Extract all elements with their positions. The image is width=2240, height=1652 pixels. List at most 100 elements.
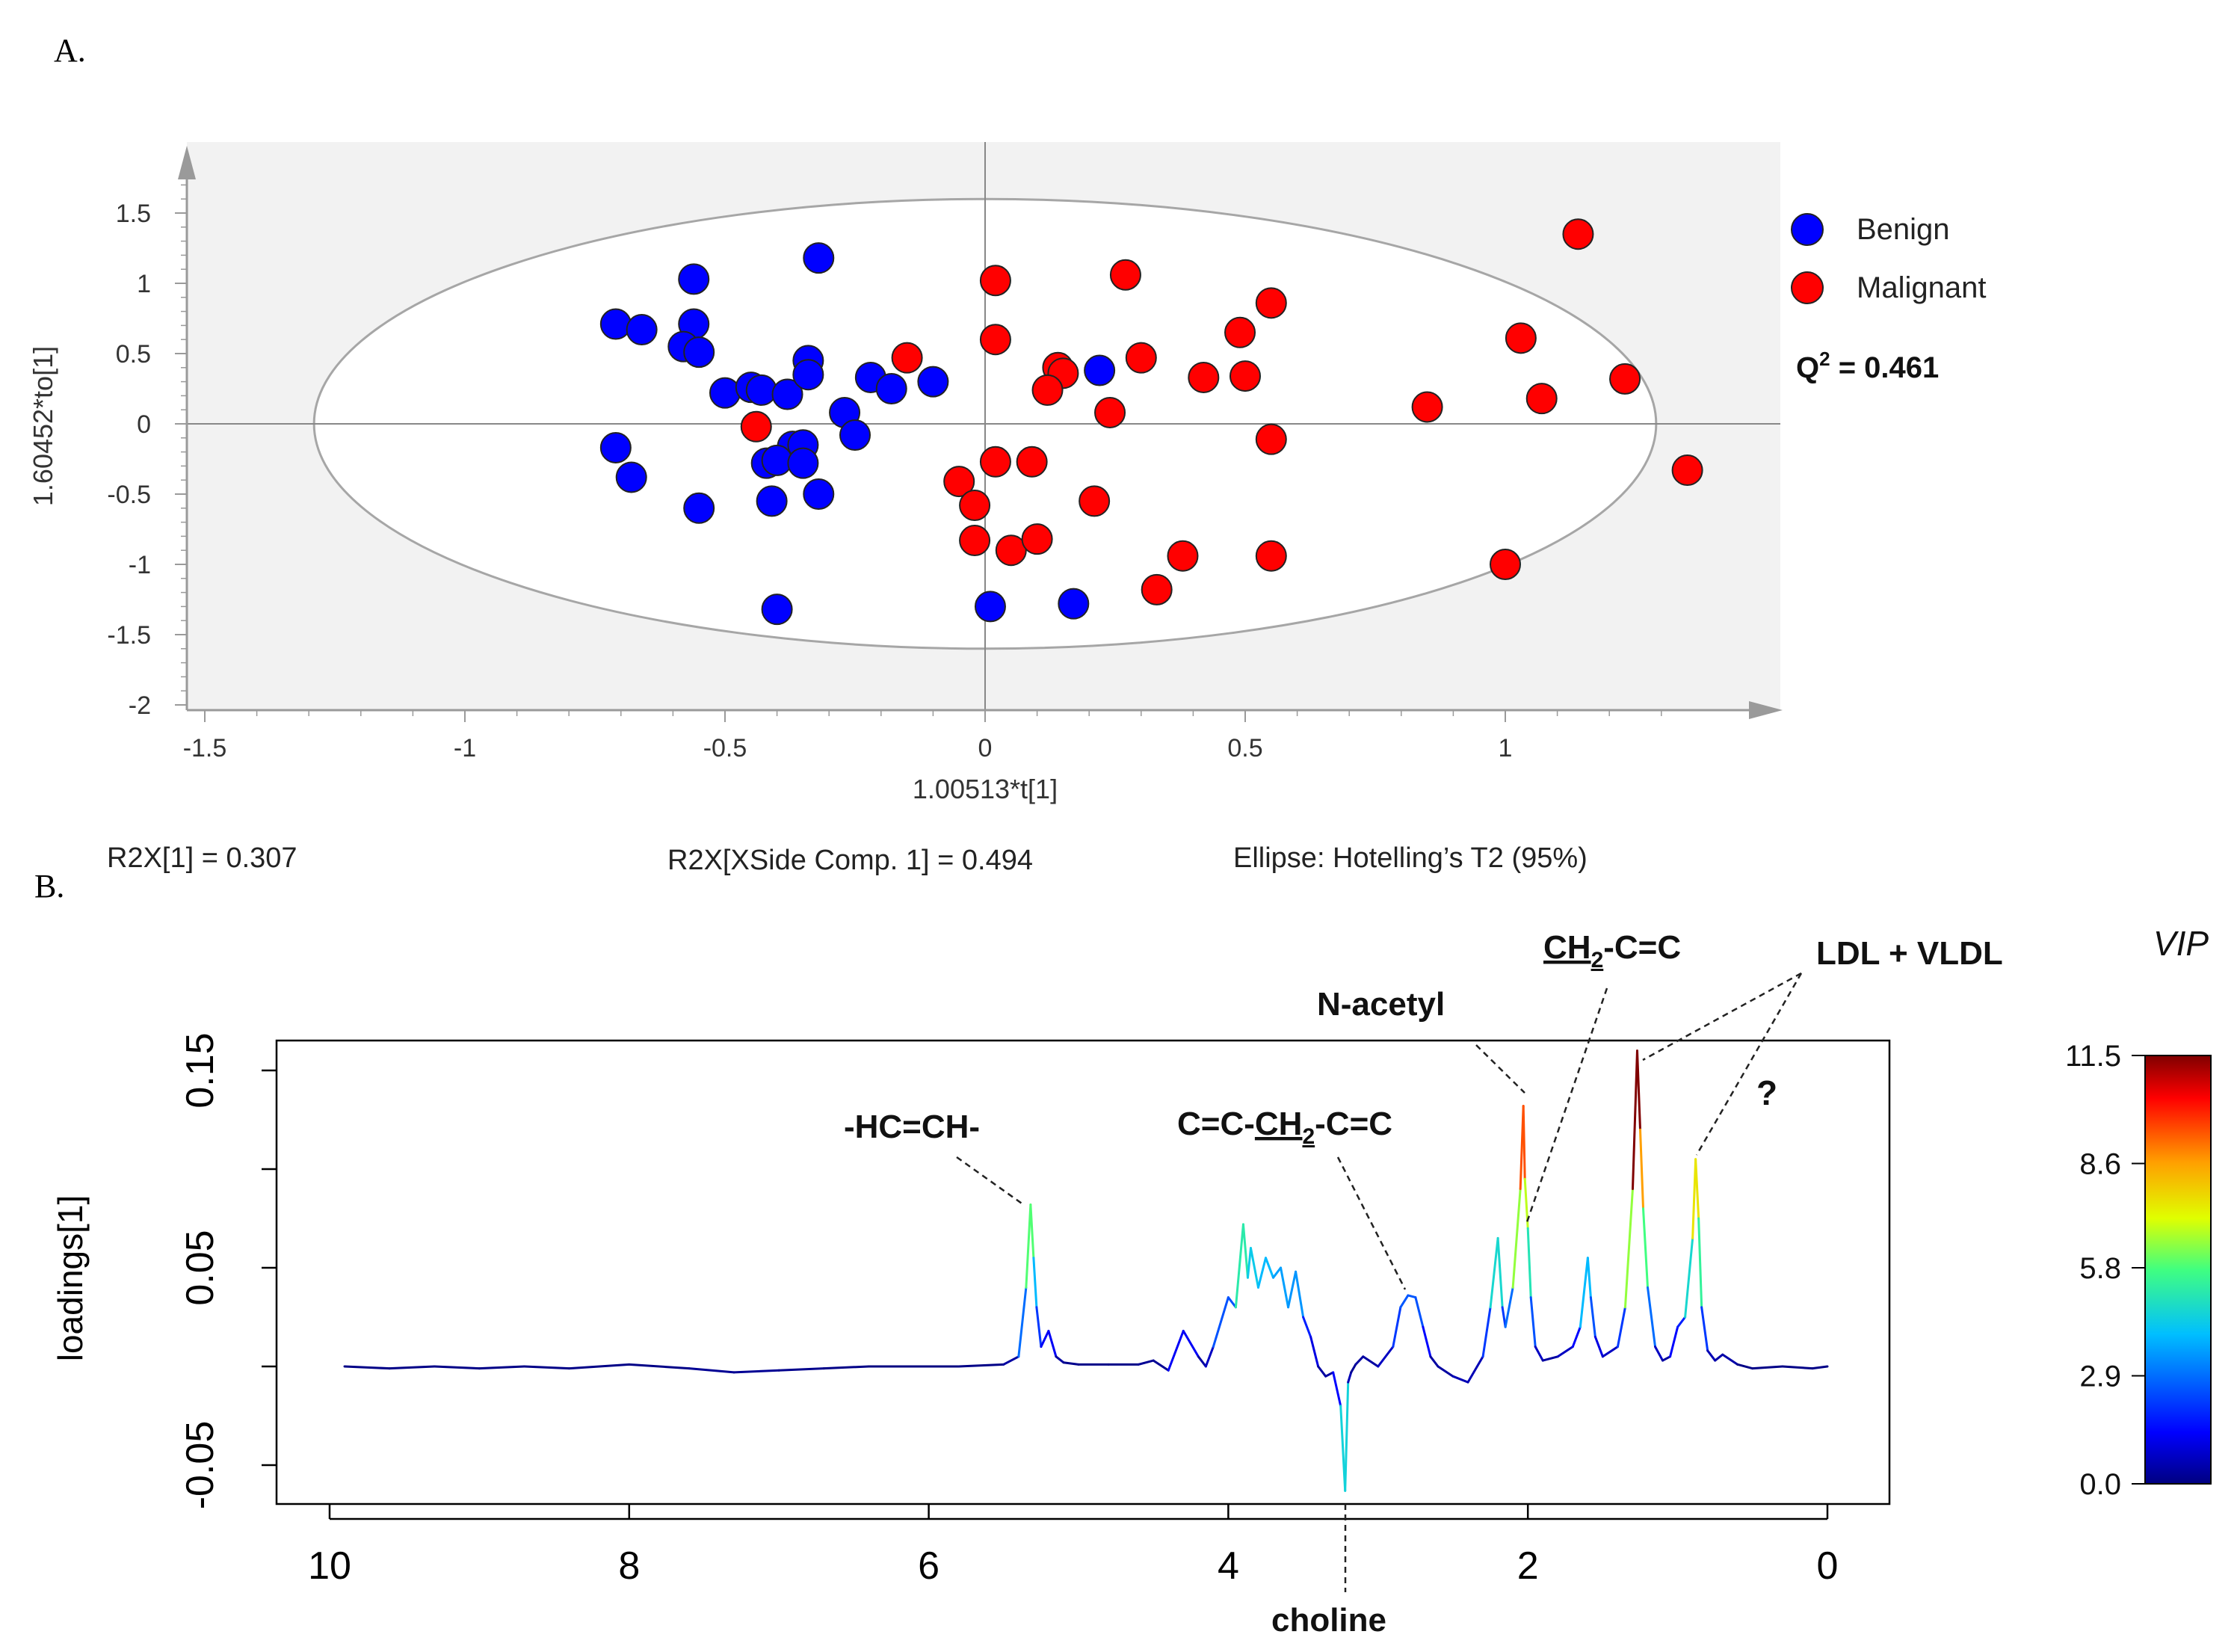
spectrum-segment <box>1377 1346 1395 1368</box>
spectrum-segment <box>1280 1266 1290 1309</box>
malignant-point <box>959 525 991 557</box>
spectrum-segment <box>1062 1361 1080 1366</box>
loadings-x-tick-label: 4 <box>1218 1544 1239 1588</box>
annotation-ldl-vldl-leader-1 <box>1642 972 1802 1061</box>
scatter-y-ticks: 1.5 1 0.5 0 -0.5 -1 -1.5 -2 <box>107 200 187 720</box>
spectrum-segment <box>1040 1329 1050 1349</box>
spectrum-segment <box>1309 1335 1320 1368</box>
ellipse-note: Ellipse: Hotelling’s T2 (95%) <box>1233 842 1588 874</box>
panel-b-label: B. <box>34 868 64 904</box>
annotation-n-acetyl-leader <box>1475 1044 1525 1094</box>
benign-point <box>803 478 835 510</box>
spectrum-segment <box>1694 1158 1700 1220</box>
spectrum-segment <box>1541 1355 1559 1362</box>
spectrum-segment <box>1437 1365 1454 1378</box>
spectrum-segment <box>1623 1187 1634 1309</box>
spectrum-segment <box>1662 1355 1672 1362</box>
loadings-x-tick-label: 0 <box>1817 1544 1839 1588</box>
loadings-y-tick-label: 0.15 <box>179 1032 222 1108</box>
malignant-point <box>891 342 923 374</box>
spectrum-segment <box>1466 1355 1484 1384</box>
vip-colorbar-tick-label: 8.6 <box>2079 1147 2121 1180</box>
loadings-y-axis-label: loadings[1] <box>51 1195 90 1362</box>
spectrum-segment <box>1593 1335 1604 1358</box>
annotation-ldl-vldl: LDL + VLDL <box>1816 935 2003 972</box>
malignant-point <box>1141 573 1173 605</box>
spectrum-segment <box>1522 1105 1526 1180</box>
benign-point <box>626 314 658 346</box>
spectrum-segment <box>1332 1371 1342 1408</box>
benign-point <box>1084 354 1116 386</box>
spectrum-segment <box>1399 1294 1410 1309</box>
malignant-point <box>1031 374 1064 406</box>
malignant-point <box>1255 540 1287 572</box>
scatter-y-tick-label: -1 <box>129 551 151 579</box>
benign-point <box>683 336 715 369</box>
scatter-y-tick-label: 1.5 <box>116 200 151 228</box>
benign-point <box>875 373 907 404</box>
malignant-point <box>1505 322 1537 354</box>
malignant-point <box>1224 316 1256 348</box>
vip-colorbar-tick-label: 0.0 <box>2079 1468 2121 1501</box>
scatter-x-ticks: -1.5 -1 -0.5 0 0.5 1 <box>183 710 1513 762</box>
spectrum-segment <box>1529 1296 1537 1349</box>
scatter-x-tick-label: 1 <box>1499 734 1513 762</box>
spectrum-segment <box>1197 1355 1207 1368</box>
malignant-point <box>1021 523 1053 555</box>
scatter-y-tick-label: -2 <box>129 691 151 720</box>
benign-point <box>761 444 793 476</box>
spectrum-segment <box>1579 1257 1589 1328</box>
spectrum-segment <box>1489 1236 1499 1309</box>
spectrum-segment <box>1654 1346 1664 1362</box>
malignant-point <box>1094 396 1126 428</box>
spectrum-segment <box>1676 1316 1687 1328</box>
malignant-point <box>1490 549 1521 580</box>
malignant-point <box>979 446 1011 478</box>
spectrum-segment <box>1751 1365 1784 1370</box>
spectrum-segment <box>478 1365 526 1370</box>
scatter-y-tick-label: 0 <box>137 410 151 439</box>
spectrum-segment <box>388 1365 436 1370</box>
spectrum-segment <box>1496 1236 1504 1309</box>
malignant-point <box>1167 540 1199 572</box>
spectrum-segment <box>1256 1257 1267 1289</box>
loadings-x-tick-label: 8 <box>618 1544 640 1588</box>
r2x-note: R2X[1] = 0.307 <box>107 842 297 874</box>
spectrum-segment <box>343 1365 391 1370</box>
spectrum-segment <box>1324 1371 1335 1378</box>
spectrum-segment <box>1182 1329 1200 1358</box>
benign-point <box>839 419 871 451</box>
scatter-y-tick-label: 1 <box>137 270 151 298</box>
spectrum-segment <box>1029 1203 1035 1260</box>
panel-a-label: A. <box>54 32 86 69</box>
scatter-x-tick-label: -0.5 <box>703 734 747 762</box>
legend-benign-marker <box>1791 213 1824 246</box>
spectrum-segment <box>1302 1316 1312 1338</box>
vip-colorbar-tick-label: 11.5 <box>2065 1040 2121 1073</box>
spectrum-segment <box>1295 1270 1305 1319</box>
malignant-point <box>1125 342 1157 374</box>
spectrum-segment <box>1422 1325 1432 1358</box>
spectrum-segment <box>1407 1294 1417 1299</box>
spectrum-segment <box>1317 1365 1327 1378</box>
scatter-y-axis-label: 1.60452*to[1] <box>28 346 58 506</box>
malignant-point <box>995 534 1027 567</box>
spectrum-segment <box>1339 1405 1347 1492</box>
annotation-ldl-vldl-leader-2 <box>1695 973 1803 1156</box>
spectrum-segment <box>1287 1270 1298 1309</box>
spectrum-segment <box>688 1367 735 1374</box>
spectrum-segment <box>1152 1359 1170 1372</box>
benign-point <box>1058 588 1090 620</box>
malignant-point <box>1411 391 1443 423</box>
spectrum-segment <box>1265 1257 1275 1279</box>
spectrum-segment <box>1691 1158 1697 1239</box>
scatter-y-tick-label: 0.5 <box>116 340 151 369</box>
scatter-y-tick-label: -1.5 <box>107 621 151 650</box>
spectrum-segment <box>1249 1247 1259 1289</box>
vip-colorbar-tick-label: 5.8 <box>2079 1252 2121 1285</box>
spectrum-segment <box>1669 1325 1679 1358</box>
benign-point <box>745 374 777 406</box>
benign-point <box>756 485 788 517</box>
benign-point <box>615 461 647 493</box>
benign-point <box>792 359 824 391</box>
